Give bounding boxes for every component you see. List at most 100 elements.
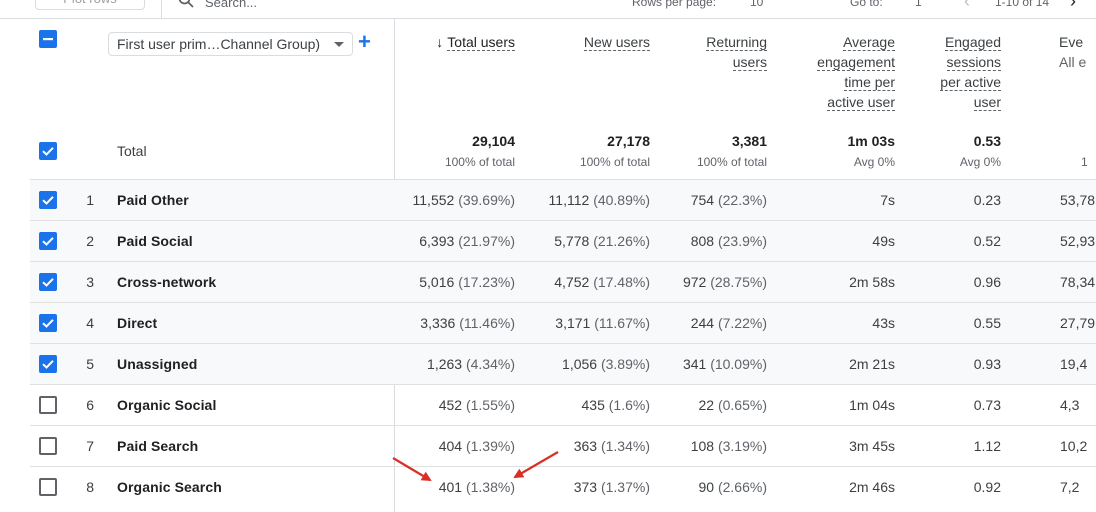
total-label: Total — [117, 143, 147, 159]
row-rank: 1 — [86, 192, 94, 208]
cell-events: 78,34 — [1060, 274, 1096, 290]
table-row[interactable]: 4 Direct 3,336 (11.46%) 3,171 (11.67%) 244 (… — [30, 302, 1096, 343]
page-range: 1-10 of 14 — [995, 0, 1050, 9]
cell-avg-engagement: 2m 46s — [849, 479, 895, 495]
total-sub: 100% of total — [579, 155, 650, 169]
row-rank: 5 — [86, 356, 94, 372]
row-checkbox[interactable] — [39, 232, 57, 250]
row-checkbox[interactable] — [39, 273, 57, 291]
cell-avg-engagement: 43s — [872, 315, 895, 331]
column-header-avg-engagement[interactable]: Average engagement time per active user — [817, 34, 895, 111]
cell-returning-users: 972 (28.75%) — [682, 274, 767, 290]
plot-rows-button[interactable]: Plot rows — [35, 0, 145, 10]
dimension-select-label: First user prim…Channel Group) — [117, 36, 321, 52]
cell-engaged-sessions: 0.73 — [973, 397, 1001, 413]
cell-events: 52,93 — [1060, 233, 1096, 249]
total-value: 1m 03s — [847, 133, 895, 149]
cell-engaged-sessions: 0.55 — [973, 315, 1001, 331]
table-row[interactable]: 3 Cross-network 5,016 (17.23%) 4,752 (17.48… — [30, 261, 1096, 302]
cell-avg-engagement: 1m 04s — [849, 397, 895, 413]
total-sub: 1 — [1081, 155, 1088, 169]
cell-total-users: 1,263 (4.34%) — [427, 356, 515, 372]
cell-new-users: 1,056 (3.89%) — [562, 356, 650, 372]
table-toolbar: Plot rows Search... Rows per page: 10 ▼ … — [0, 0, 1096, 19]
cell-avg-engagement: 2m 58s — [849, 274, 895, 290]
cell-avg-engagement: 2m 21s — [849, 356, 895, 372]
goto-label: Go to: — [850, 0, 883, 9]
cell-returning-users: 22 (0.65%) — [698, 397, 768, 413]
table-row[interactable]: 1 Paid Other 11,552 (39.69%) 11,112 (40.89%… — [30, 179, 1096, 220]
row-checkbox[interactable] — [39, 191, 57, 209]
cell-new-users: 5,778 (21.26%) — [554, 233, 650, 249]
add-dimension-icon[interactable]: + — [358, 29, 371, 54]
cell-new-users: 435 (1.6%) — [581, 397, 650, 413]
cell-returning-users: 108 (3.19%) — [690, 438, 767, 454]
row-dimension[interactable]: Cross-network — [117, 274, 217, 290]
total-checkbox[interactable] — [39, 142, 57, 160]
cell-events: 27,79 — [1060, 315, 1096, 331]
cell-total-users: 11,552 (39.69%) — [412, 192, 515, 208]
cell-returning-users: 244 (7.22%) — [690, 315, 767, 331]
chevron-down-icon[interactable]: ▼ — [793, 0, 803, 3]
chevron-right-icon[interactable]: › — [1070, 0, 1076, 11]
cell-new-users: 3,171 (11.67%) — [555, 315, 650, 331]
table-row[interactable]: 8 Organic Search 401 (1.38%) 373 (1.37%) 90 … — [30, 466, 1096, 507]
table-row[interactable]: 5 Unassigned 1,263 (4.34%) 1,056 (3.89%) 341… — [30, 343, 1096, 384]
table-row[interactable]: 6 Organic Social 452 (1.55%) 435 (1.6%) 22 (… — [30, 384, 1096, 425]
checkmark-icon — [42, 278, 54, 287]
table-row[interactable]: 2 Paid Social 6,393 (21.97%) 5,778 (21.26%)… — [30, 220, 1096, 261]
row-rank: 4 — [86, 315, 94, 331]
arrow-down-icon: ↓ — [436, 34, 444, 50]
column-header-returning-users[interactable]: Returning users — [706, 34, 767, 71]
table-row[interactable]: 7 Paid Search 404 (1.39%) 363 (1.34%) 108 (3… — [30, 425, 1096, 466]
chevron-left-icon[interactable]: ‹ — [964, 0, 970, 11]
row-dimension[interactable]: Direct — [117, 315, 158, 331]
cell-events: 4,3 — [1060, 397, 1080, 413]
row-rank: 3 — [86, 274, 94, 290]
goto-input[interactable]: 1 — [915, 0, 922, 9]
row-checkbox[interactable] — [39, 396, 57, 414]
cell-engaged-sessions: 1.12 — [973, 438, 1001, 454]
column-header-engaged-sessions[interactable]: Engaged sessions per active user — [940, 34, 1001, 111]
row-dimension[interactable]: Paid Search — [117, 438, 199, 454]
row-checkbox[interactable] — [39, 437, 57, 455]
row-checkbox[interactable] — [39, 478, 57, 496]
cell-total-users: 6,393 (21.97%) — [419, 233, 515, 249]
row-checkbox[interactable] — [39, 314, 57, 332]
cell-events: 19,4 — [1060, 356, 1088, 372]
cell-engaged-sessions: 0.93 — [973, 356, 1001, 372]
column-header-events[interactable]: Eve All e — [1059, 34, 1087, 70]
cell-total-users: 5,016 (17.23%) — [419, 274, 515, 290]
rows-per-page-select[interactable]: 10 — [750, 0, 764, 9]
checkmark-icon — [42, 319, 54, 328]
cell-new-users: 363 (1.34%) — [573, 438, 650, 454]
cell-events: 10,2 — [1060, 438, 1088, 454]
cell-events: 53,78 — [1060, 192, 1096, 208]
column-header-new-users[interactable]: New users — [583, 34, 650, 51]
cell-total-users: 3,336 (11.46%) — [420, 315, 515, 331]
total-sub: Avg 0% — [959, 155, 1001, 169]
row-dimension[interactable]: Organic Social — [117, 397, 217, 413]
row-dimension[interactable]: Unassigned — [117, 356, 198, 372]
checkmark-icon — [42, 360, 54, 369]
column-header-total-users[interactable]: ↓ Total users — [436, 34, 515, 51]
select-all-checkbox[interactable] — [39, 30, 57, 48]
search-icon[interactable] — [178, 0, 194, 8]
caret-down-icon — [334, 42, 344, 47]
dimension-select[interactable]: First user prim…Channel Group) — [108, 32, 353, 56]
cell-new-users: 4,752 (17.48%) — [554, 274, 650, 290]
checkmark-icon — [42, 196, 54, 205]
cell-returning-users: 341 (10.09%) — [682, 356, 767, 372]
cell-avg-engagement: 49s — [872, 233, 895, 249]
total-value: 3,381 — [731, 133, 767, 149]
row-dimension[interactable]: Paid Other — [117, 192, 189, 208]
toolbar-divider — [161, 0, 162, 19]
row-dimension[interactable]: Organic Search — [117, 479, 222, 495]
row-checkbox[interactable] — [39, 355, 57, 373]
cell-new-users: 11,112 (40.89%) — [548, 192, 650, 208]
row-dimension[interactable]: Paid Social — [117, 233, 193, 249]
cell-engaged-sessions: 0.92 — [973, 479, 1001, 495]
cell-total-users: 452 (1.55%) — [438, 397, 515, 413]
search-input[interactable]: Search... — [205, 0, 258, 10]
rows-per-page-label: Rows per page: — [632, 0, 717, 9]
